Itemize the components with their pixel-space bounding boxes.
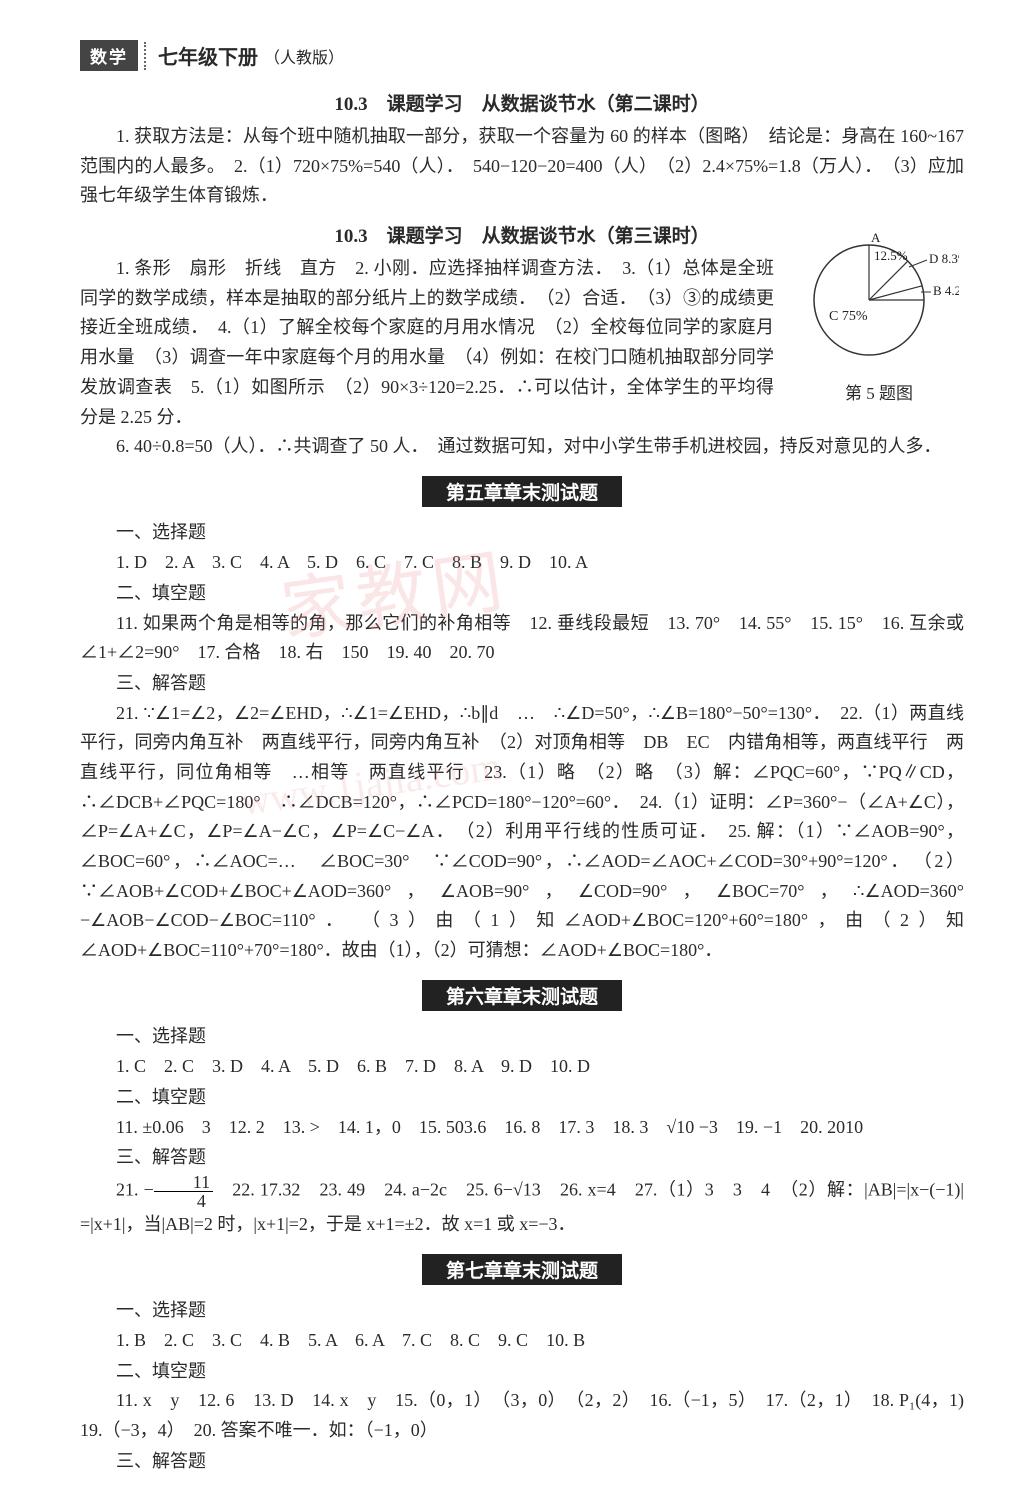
chapter7-h1: 一、选择题	[80, 1295, 964, 1326]
pie-svg: A 12.5% D 8.3% B 4.2% C 75%	[799, 230, 959, 370]
chapter5-h3: 三、解答题	[80, 668, 964, 699]
chapter6-a2-sqrt: √10	[666, 1117, 694, 1137]
pie-label-c: C 75%	[829, 309, 868, 324]
chapter6-a1: 1. C 2. C 3. D 4. A 5. D 6. B 7. D 8. A …	[80, 1051, 964, 1082]
chapter7-h2: 二、填空题	[80, 1356, 964, 1387]
chapter5-a1: 1. D 2. A 3. C 4. A 5. D 6. C 7. C 8. B …	[80, 547, 964, 578]
chapter5-h1: 一、选择题	[80, 517, 964, 548]
chapter6-h2: 二、填空题	[80, 1082, 964, 1113]
chapter6-a2: 11. ±0.06 3 12. 2 13. > 14. 1，0 15. 503.…	[80, 1113, 964, 1143]
pie-leader-d	[909, 260, 927, 267]
section-10-3-b-body: 1. 获取方法是：从每个班中随机抽取一部分，获取一个容量为 60 的样本（图略）…	[80, 122, 964, 211]
chapter6-a3-sqrt: √13	[513, 1180, 541, 1200]
header-divider	[144, 42, 146, 70]
chapter6-a2-pre: 11. ±0.06 3 12. 2 13. > 14. 1，0 15. 503.…	[116, 1117, 666, 1137]
pie-label-a: A	[871, 230, 881, 245]
pie-label-a-pct: 12.5%	[874, 248, 908, 263]
frac-num: 11	[154, 1173, 213, 1192]
frac-den: 4	[154, 1192, 213, 1210]
pie-caption: 第 5 题图	[789, 379, 969, 404]
chapter7-a2: 11. x y 12. 6 13. D 14. x y 15.（0，1） （3，…	[80, 1386, 964, 1445]
pie-chart: A 12.5% D 8.3% B 4.2% C 75% 第 5 题图	[789, 230, 969, 404]
chapter6-h3: 三、解答题	[80, 1142, 964, 1173]
header-title: 七年级下册	[158, 41, 258, 70]
chapter6-title: 第六章章末测试题	[422, 980, 622, 1011]
chapter7-title: 第七章章末测试题	[422, 1254, 622, 1285]
header-subtitle: （人教版）	[264, 44, 344, 68]
chapter5-h2: 二、填空题	[80, 578, 964, 609]
page-root: 数学 七年级下册 （人教版） 10.3 课题学习 从数据谈节水（第二课时） 1.…	[0, 0, 1024, 1503]
chapter6-a3-pre: 21. −	[116, 1180, 154, 1200]
chapter6-h1: 一、选择题	[80, 1021, 964, 1052]
chapter5-title: 第五章章末测试题	[422, 476, 622, 507]
section-10-3-b-title: 10.3 课题学习 从数据谈节水（第二课时）	[80, 89, 964, 116]
pie-label-b: B 4.2%	[933, 283, 959, 298]
chapter5-a3: 21. ∵∠1=∠2，∠2=∠EHD，∴∠1=∠EHD，∴b∥d … ∴∠D=5…	[80, 699, 964, 966]
chapter6-a3: 21. −114 22. 17.32 23. 49 24. a−2c 25. 6…	[80, 1173, 964, 1240]
page-header: 数学 七年级下册 （人教版）	[80, 40, 964, 71]
pie-label-d: D 8.3%	[929, 251, 959, 266]
chapter6-a3-mid: 22. 17.32 23. 49 24. a−2c 25. 6−	[213, 1180, 513, 1200]
chapter7-a1: 1. B 2. C 3. C 4. B 5. A 6. A 7. C 8. C …	[80, 1325, 964, 1356]
chapter7-h3: 三、解答题	[80, 1446, 964, 1477]
chapter6-a3-frac: 114	[154, 1173, 213, 1210]
chapter5-a2: 11. 如果两个角是相等的角，那么它们的补角相等 12. 垂线段最短 13. 7…	[80, 609, 964, 668]
header-badge: 数学	[80, 40, 138, 71]
section-10-3-c-tail: 6. 40÷0.8=50（人）．∴共调查了 50 人． 通过数据可知，对中小学生…	[80, 432, 964, 462]
chapter6-a2-post: −3 19. −1 20. 2010	[694, 1117, 863, 1137]
